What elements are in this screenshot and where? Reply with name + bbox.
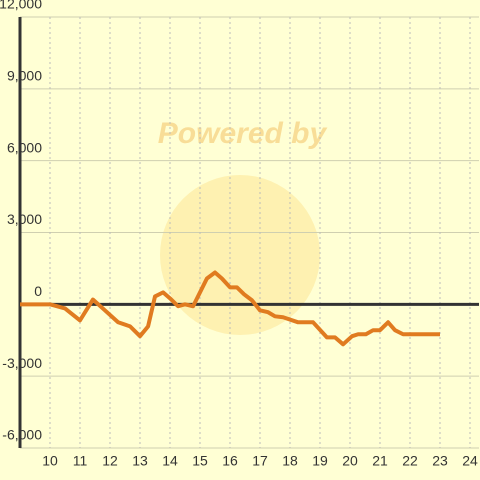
y-tick-label: 6,000 <box>7 139 42 155</box>
x-tick-label: 14 <box>162 453 178 469</box>
x-tick-label: 24 <box>462 453 478 469</box>
x-tick-label: 17 <box>252 453 268 469</box>
x-tick-label: 20 <box>342 453 358 469</box>
y-tick-label: -3,000 <box>2 355 42 371</box>
x-tick-label: 10 <box>42 453 58 469</box>
y-tick-label: 9,000 <box>7 68 42 84</box>
x-tick-label: 21 <box>372 453 388 469</box>
x-tick-label: 11 <box>73 453 88 469</box>
x-tick-label: 15 <box>192 453 208 469</box>
watermark-logo <box>160 175 320 335</box>
watermark: Powered by <box>158 117 328 150</box>
x-tick-label: 19 <box>312 453 328 469</box>
y-tick-label: 0 <box>34 283 42 299</box>
x-tick-label: 13 <box>132 453 148 469</box>
x-tick-label: 22 <box>402 453 418 469</box>
y-tick-label: -6,000 <box>2 427 42 443</box>
y-tick-label: 12,000 <box>0 0 42 12</box>
x-tick-label: 18 <box>282 453 298 469</box>
data-line <box>20 270 440 347</box>
x-tick-label: 23 <box>432 453 448 469</box>
x-tick-label: 16 <box>222 453 238 469</box>
x-tick-label: 12 <box>102 453 118 469</box>
y-tick-label: 3,000 <box>7 211 42 227</box>
